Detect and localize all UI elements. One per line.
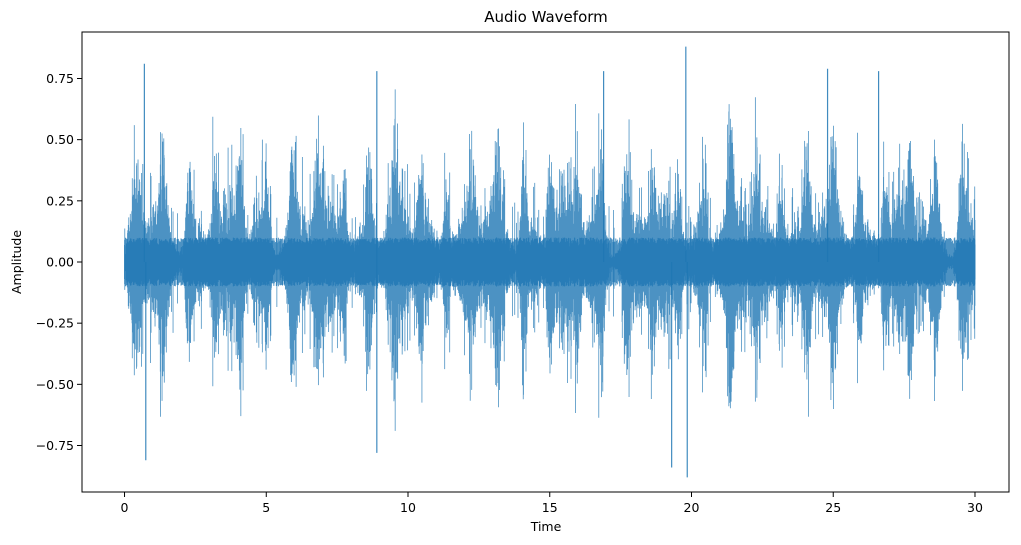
y-tick-label-4: 0.25 <box>46 193 74 208</box>
y-tick-label-5: 0.50 <box>46 132 74 147</box>
x-tick-label-6: 30 <box>967 500 983 515</box>
waveform-series <box>124 46 976 478</box>
chart-title: Audio Waveform <box>484 8 608 26</box>
x-axis-label: Time <box>530 519 562 534</box>
y-axis-label: Amplitude <box>9 230 24 294</box>
y-tick-label-3: 0.00 <box>46 255 74 270</box>
x-tick-label-4: 20 <box>684 500 700 515</box>
y-tick-label-1: −0.50 <box>36 377 74 392</box>
x-tick-label-1: 5 <box>262 500 270 515</box>
y-tick-label-2: −0.25 <box>36 316 74 331</box>
x-tick-label-2: 10 <box>400 500 416 515</box>
waveform-core <box>124 237 976 287</box>
y-tick-label-6: 0.75 <box>46 71 74 86</box>
x-tick-label-0: 0 <box>121 500 129 515</box>
x-tick-label-3: 15 <box>542 500 558 515</box>
x-tick-label-5: 25 <box>825 500 841 515</box>
y-tick-label-0: −0.75 <box>36 438 74 453</box>
